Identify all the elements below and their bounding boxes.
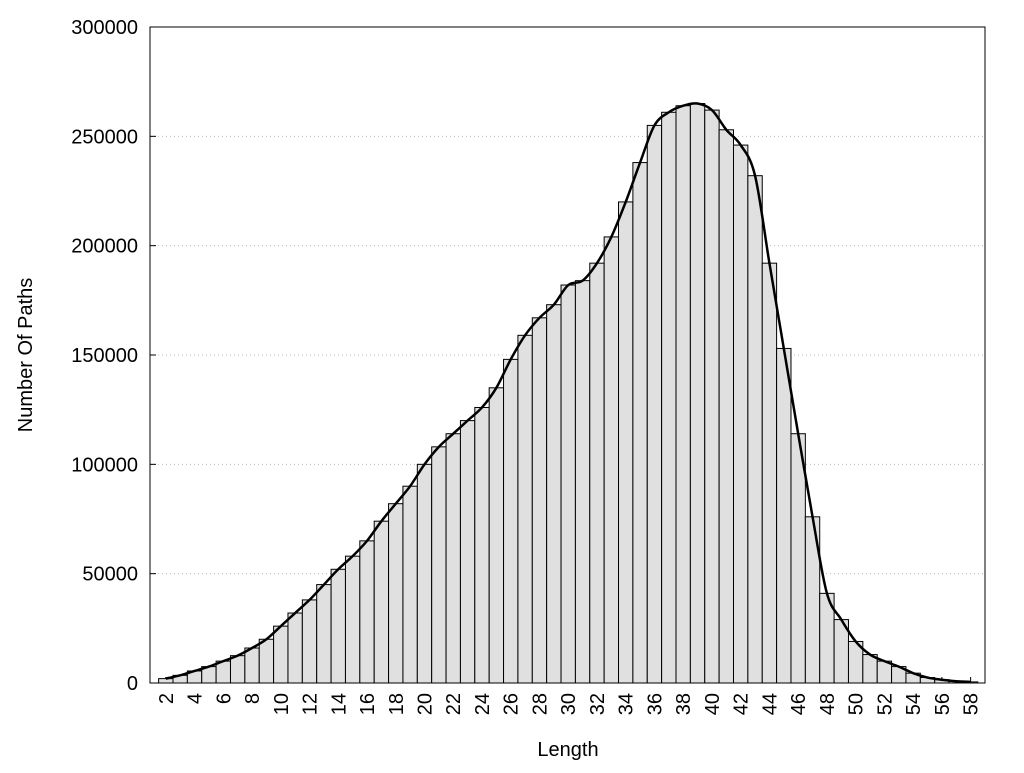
bar <box>747 175 763 684</box>
bar <box>287 612 303 684</box>
x-tick-label: 24 <box>472 693 494 715</box>
y-tick-label: 50000 <box>82 564 138 586</box>
y-tick-label: 250000 <box>71 126 138 148</box>
bar <box>316 584 332 684</box>
x-tick-label: 8 <box>242 693 264 704</box>
x-tick-label: 2 <box>156 693 178 704</box>
bar <box>273 625 289 684</box>
bar <box>503 358 519 684</box>
bar <box>344 555 361 684</box>
bar <box>776 347 792 684</box>
bar <box>603 236 620 684</box>
x-tick-label: 16 <box>357 693 379 715</box>
bar <box>876 660 893 684</box>
bar <box>359 540 375 684</box>
x-tick-label: 22 <box>443 693 465 715</box>
x-tick-label: 30 <box>558 693 580 715</box>
bar <box>560 284 576 684</box>
x-tick-label: 6 <box>213 693 235 704</box>
bar <box>488 387 505 684</box>
x-tick-label: 38 <box>673 693 695 715</box>
x-tick-label: 54 <box>903 693 925 715</box>
bar <box>732 144 749 684</box>
y-tick-label: 0 <box>127 673 138 695</box>
bar <box>531 317 548 684</box>
bar <box>244 647 260 684</box>
bar <box>474 406 490 684</box>
x-tick-label: 42 <box>731 693 753 715</box>
y-axis-label: Number Of Paths <box>15 278 37 433</box>
x-tick-label: 28 <box>529 693 551 715</box>
x-tick-label: 12 <box>300 693 322 715</box>
x-tick-label: 44 <box>759 693 781 715</box>
x-tick-label: 32 <box>587 693 609 715</box>
y-tick-label: 150000 <box>71 345 138 367</box>
bar <box>459 420 476 684</box>
y-tick-label: 300000 <box>71 17 138 39</box>
bar <box>675 105 691 684</box>
bar <box>632 162 648 684</box>
bar <box>229 655 246 684</box>
x-tick-label: 34 <box>616 693 638 715</box>
plot-frame <box>149 26 986 684</box>
bar <box>258 638 275 684</box>
bar <box>790 433 806 684</box>
x-tick-label: 58 <box>961 693 983 715</box>
bar <box>661 111 677 684</box>
bar <box>330 568 346 684</box>
x-tick-label: 14 <box>328 693 350 715</box>
x-tick-label: 26 <box>501 693 523 715</box>
x-tick-label: 18 <box>386 693 408 715</box>
y-tick-label: 200000 <box>71 236 138 258</box>
x-tick-label: 48 <box>817 693 839 715</box>
bar <box>618 201 634 684</box>
x-tick-label: 20 <box>415 693 437 715</box>
bar <box>402 485 418 684</box>
trend-line <box>165 102 971 684</box>
bar <box>546 304 562 684</box>
bar <box>589 262 605 684</box>
bar <box>431 446 447 684</box>
bar <box>416 463 433 684</box>
x-tick-label: 4 <box>185 693 207 704</box>
bar <box>689 103 706 684</box>
x-tick-label: 36 <box>644 693 666 715</box>
bar <box>445 433 461 684</box>
x-tick-label: 46 <box>788 693 810 715</box>
bar <box>862 654 878 684</box>
bar <box>517 334 533 684</box>
x-tick-label: 10 <box>271 693 293 715</box>
bar <box>574 280 591 684</box>
bar <box>158 678 174 684</box>
bar <box>761 262 778 684</box>
bar <box>704 109 720 684</box>
bar <box>301 599 318 684</box>
bar <box>646 124 663 684</box>
bar <box>718 129 734 684</box>
x-tick-label: 40 <box>702 693 724 715</box>
y-tick-label: 100000 <box>71 454 138 476</box>
x-axis-label: Length <box>537 739 598 761</box>
x-tick-label: 56 <box>932 693 954 715</box>
bar <box>388 503 404 684</box>
x-tick-label: 52 <box>874 693 896 715</box>
x-tick-label: 50 <box>846 693 868 715</box>
bar <box>373 520 390 684</box>
